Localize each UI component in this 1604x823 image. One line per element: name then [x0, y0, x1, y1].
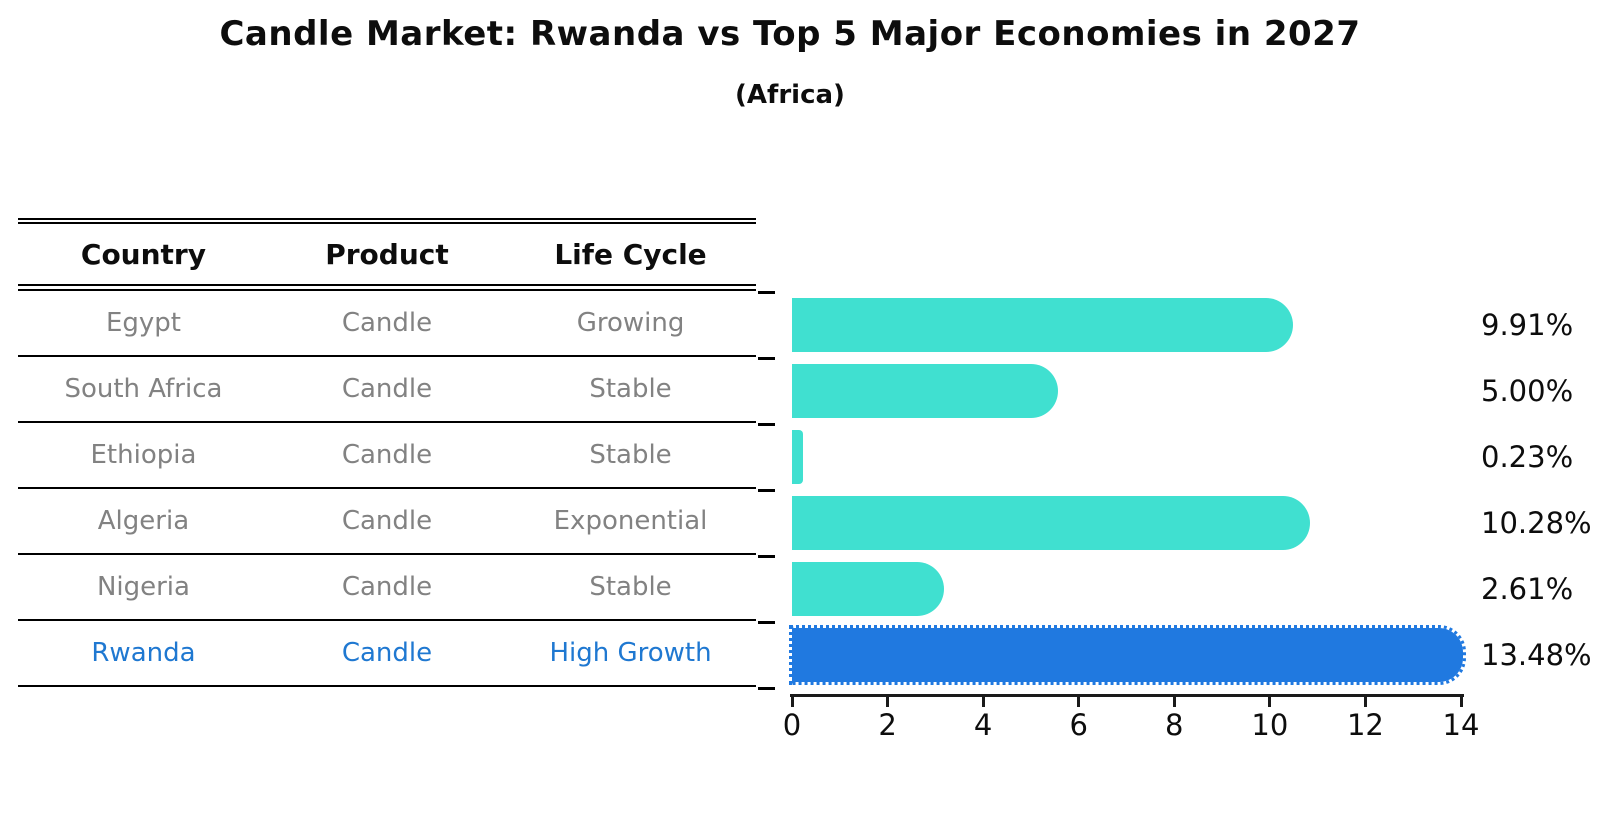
bar-highlight-rwanda — [789, 625, 1467, 685]
y-axis-tick-mark — [758, 686, 775, 690]
x-axis-tick-mark — [981, 697, 985, 707]
table-cell-life-cycle: High Growth — [549, 638, 712, 668]
table-cell-country: Nigeria — [96, 572, 190, 602]
table-header-row: Country Product Life Cycle — [18, 218, 756, 291]
table-cell-life-cycle: Stable — [589, 374, 672, 404]
y-axis-tick-mark — [758, 422, 775, 426]
table-header-country: Country — [80, 237, 206, 271]
x-axis-tick-label: 2 — [878, 708, 897, 742]
table-body: Egypt Candle Growing South Africa Candle Stab… — [18, 291, 756, 687]
y-axis-tick-mark — [758, 290, 775, 294]
x-axis-tick-label: 0 — [782, 708, 802, 742]
x-axis-tick-label: 8 — [1165, 708, 1184, 742]
table-cell-country: Egypt — [105, 308, 181, 338]
table-row: Ethiopia Candle Stable — [18, 423, 756, 489]
y-axis-tick-mark — [758, 554, 775, 558]
table-cell-country: South Africa — [64, 374, 223, 404]
table-cell-product: Candle — [341, 440, 433, 470]
y-axis-tick-mark — [758, 488, 775, 492]
y-axis-tick-mark — [758, 620, 775, 624]
x-axis-line — [790, 694, 1464, 697]
y-axis-tick-mark — [758, 356, 775, 360]
table-cell-life-cycle: Stable — [589, 440, 672, 470]
bar-chart-plot-area: 9.91% 5.00% 0.23% 10.28% 2.61% 13.48% — [758, 290, 1592, 690]
bar-value-label: 5.00% — [1481, 374, 1574, 408]
table-cell-country: Algeria — [97, 506, 190, 536]
x-axis-tick-mark — [1363, 697, 1367, 707]
x-axis-tick-mark — [886, 697, 890, 707]
bar-south-africa — [792, 364, 1058, 418]
x-axis-tick-label: 12 — [1346, 708, 1384, 742]
table-header-lifecycle: Life Cycle — [554, 237, 707, 271]
table-cell-product: Candle — [341, 308, 433, 338]
bar-value-label: 10.28% — [1481, 506, 1592, 540]
table-cell-life-cycle: Exponential — [553, 506, 708, 536]
x-axis-tick-mark — [1077, 697, 1081, 707]
x-axis-tick-mark — [1268, 697, 1272, 707]
country-table: Country Product Life Cycle Egypt Candle Gr… — [18, 218, 756, 687]
bar-value-label: 9.91% — [1481, 308, 1574, 342]
table-row: Nigeria Candle Stable — [18, 555, 756, 621]
table-cell-product: Candle — [341, 638, 433, 668]
table-cell-country: Rwanda — [91, 638, 196, 668]
table-row: Algeria Candle Exponential — [18, 489, 756, 555]
table-row: Egypt Candle Growing — [18, 291, 756, 357]
bar-ethiopia — [792, 430, 803, 484]
table-cell-product: Candle — [341, 374, 433, 404]
chart-title: Candle Market: Rwanda vs Top 5 Major Eco… — [219, 14, 1361, 54]
bar-nigeria — [792, 562, 944, 616]
x-axis-tick-label: 10 — [1251, 708, 1289, 742]
table-cell-product: Candle — [341, 506, 433, 536]
table-cell-product: Candle — [341, 572, 433, 602]
x-axis-tick-label: 6 — [1069, 708, 1088, 742]
bar-algeria — [792, 496, 1311, 550]
table-row: South Africa Candle Stable — [18, 357, 756, 423]
bar-value-label: 0.23% — [1481, 440, 1574, 474]
table-row: Rwanda Candle High Growth — [18, 621, 756, 687]
table-header-product: Product — [325, 237, 449, 271]
x-axis-tick-label: 4 — [973, 708, 993, 742]
x-axis-tick-mark — [1172, 697, 1176, 707]
bar-value-label: 13.48% — [1481, 638, 1592, 672]
x-axis-tick-mark — [1459, 697, 1463, 707]
bar-egypt — [792, 298, 1293, 352]
x-axis-tick-mark — [790, 697, 794, 707]
chart-subtitle: (Africa) — [735, 80, 845, 110]
table-cell-life-cycle: Growing — [576, 308, 685, 338]
table-cell-country: Ethiopia — [90, 440, 197, 470]
table-cell-life-cycle: Stable — [589, 572, 672, 602]
bar-value-label: 2.61% — [1481, 572, 1574, 606]
x-axis-tick-label: 14 — [1442, 708, 1480, 742]
